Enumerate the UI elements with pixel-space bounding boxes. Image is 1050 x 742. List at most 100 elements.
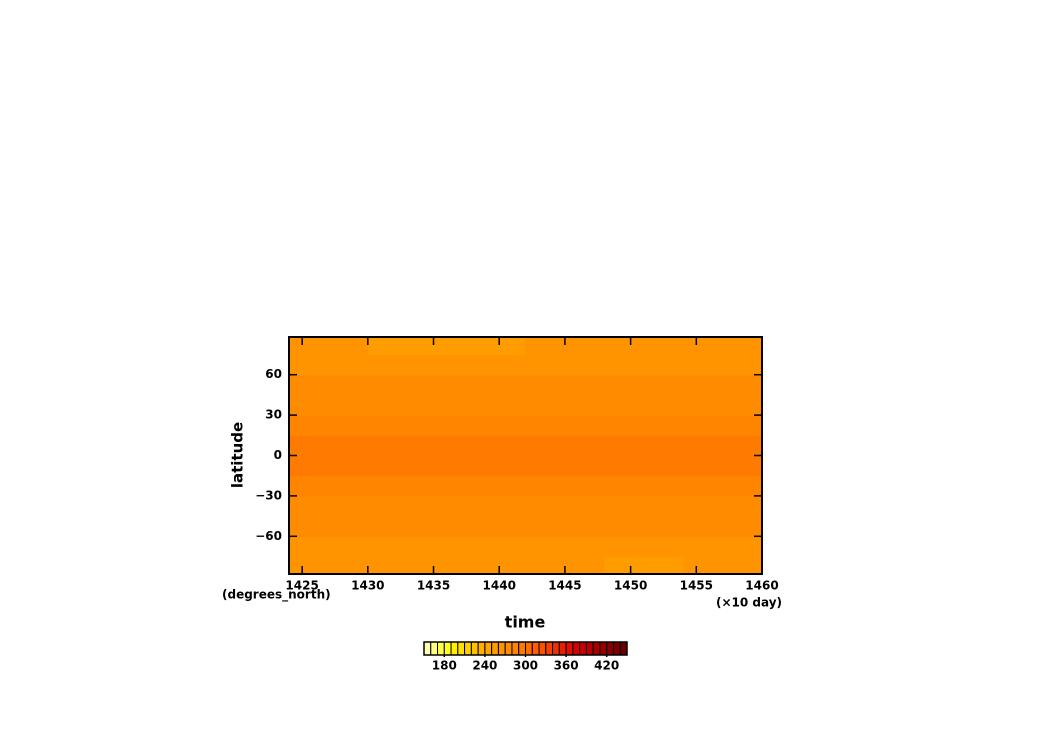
colorbar-box: [430, 641, 439, 656]
contour-cell: [683, 435, 762, 457]
contour-cell: [525, 394, 605, 416]
x-tick-label: 1430: [351, 579, 384, 593]
contour-cell: [289, 516, 369, 537]
contour-cell: [683, 337, 762, 356]
contour-cell: [367, 495, 448, 517]
contour-cell: [446, 475, 527, 497]
y-tick-label: 60: [265, 367, 282, 381]
colorbar-box: [619, 641, 628, 656]
contour-cell: [367, 475, 448, 497]
x-tick-label: 1455: [680, 579, 713, 593]
contour-cell: [604, 337, 684, 356]
colorbar-box: [606, 641, 614, 656]
contour-cell: [525, 536, 605, 558]
y-axis-label: latitude: [229, 422, 247, 488]
contour-cell: [289, 354, 369, 376]
x-tick-label: 1435: [417, 579, 450, 593]
y-tick-label: 30: [265, 408, 282, 422]
colorbar-box: [531, 641, 540, 656]
colorbar-tick-label: 360: [554, 659, 579, 673]
contour-cell: [367, 455, 448, 477]
contour-cell: [367, 337, 448, 356]
contour-cell: [289, 415, 369, 436]
contour-cell: [604, 536, 684, 558]
colorbar-box: [592, 641, 601, 656]
colorbar-box: [511, 641, 520, 656]
contour-cell: [289, 455, 369, 477]
contour-cell: [367, 415, 448, 436]
colorbar-box: [504, 641, 513, 656]
contour-cell: [367, 374, 448, 396]
colorbar-box: [572, 641, 581, 656]
colorbar-box: [545, 641, 554, 656]
colorbar-tick-label: 300: [513, 659, 538, 673]
colorbar-box: [538, 641, 547, 656]
contour-cell: [683, 516, 762, 537]
colorbar-box: [565, 641, 574, 656]
contour-cell: [446, 435, 527, 457]
colorbar-box: [457, 641, 466, 656]
contour-cell: [289, 337, 369, 356]
colorbar-box: [470, 641, 479, 656]
colorbar-box: [437, 641, 445, 656]
contour-cell: [446, 495, 527, 517]
colorbar-tick-label: 180: [432, 659, 457, 673]
contour-cell: [525, 337, 605, 356]
contour-cell: [604, 435, 684, 457]
x-tick-label: 1425: [285, 579, 318, 593]
contour-cell: [604, 455, 684, 477]
contour-cell: [289, 374, 369, 396]
contour-cell: [446, 556, 527, 574]
colorbar-box: [579, 641, 587, 656]
contour-cell: [683, 354, 762, 376]
contour-cell: [525, 415, 605, 436]
colorbar-box: [450, 641, 459, 656]
contour-cell: [367, 536, 448, 558]
contour-cell: [446, 374, 527, 396]
contour-cell: [367, 435, 448, 457]
contour-cell: [446, 394, 527, 416]
x-axis-label: time: [505, 613, 546, 632]
contour-cell: [289, 475, 369, 497]
contour-cell: [289, 435, 369, 457]
x-axis-units: (×10 day): [716, 596, 782, 610]
y-tick-label: −30: [255, 488, 282, 502]
contour-cell: [289, 556, 369, 574]
contour-field: [289, 337, 762, 574]
contour-cell: [604, 475, 684, 497]
contour-cell: [525, 354, 605, 376]
y-tick-label: −60: [255, 529, 282, 543]
colorbar-box: [491, 641, 499, 656]
contour-cell: [446, 337, 527, 356]
contour-cell: [604, 354, 684, 376]
contour-cell: [525, 475, 605, 497]
contour-cell: [525, 435, 605, 457]
contour-cell: [525, 556, 605, 574]
colorbar-box: [477, 641, 486, 656]
colorbar-box: [599, 641, 608, 656]
contour-cell: [446, 354, 527, 376]
contour-cell: [683, 556, 762, 574]
contour-cell: [604, 556, 684, 574]
contour-cell: [367, 354, 448, 376]
colorbar-box: [518, 641, 527, 656]
contour-cell: [604, 415, 684, 436]
y-axis-units: (degrees_north): [222, 588, 331, 603]
y-tick-label: 0: [274, 448, 282, 462]
contour-cell: [289, 495, 369, 517]
colorbar-box: [423, 641, 432, 656]
contour-cell: [525, 455, 605, 477]
contour-cell: [604, 516, 684, 537]
contour-cell: [604, 374, 684, 396]
contour-cell: [683, 495, 762, 517]
contour-cell: [367, 556, 448, 574]
contour-cell: [525, 495, 605, 517]
x-tick-label: 1440: [483, 579, 516, 593]
contour-cell: [367, 516, 448, 537]
colorbar-tick-label: 420: [594, 659, 619, 673]
contour-cell: [525, 374, 605, 396]
x-tick-label: 1445: [548, 579, 581, 593]
x-tick-label: 1450: [614, 579, 647, 593]
contour-cell: [683, 455, 762, 477]
